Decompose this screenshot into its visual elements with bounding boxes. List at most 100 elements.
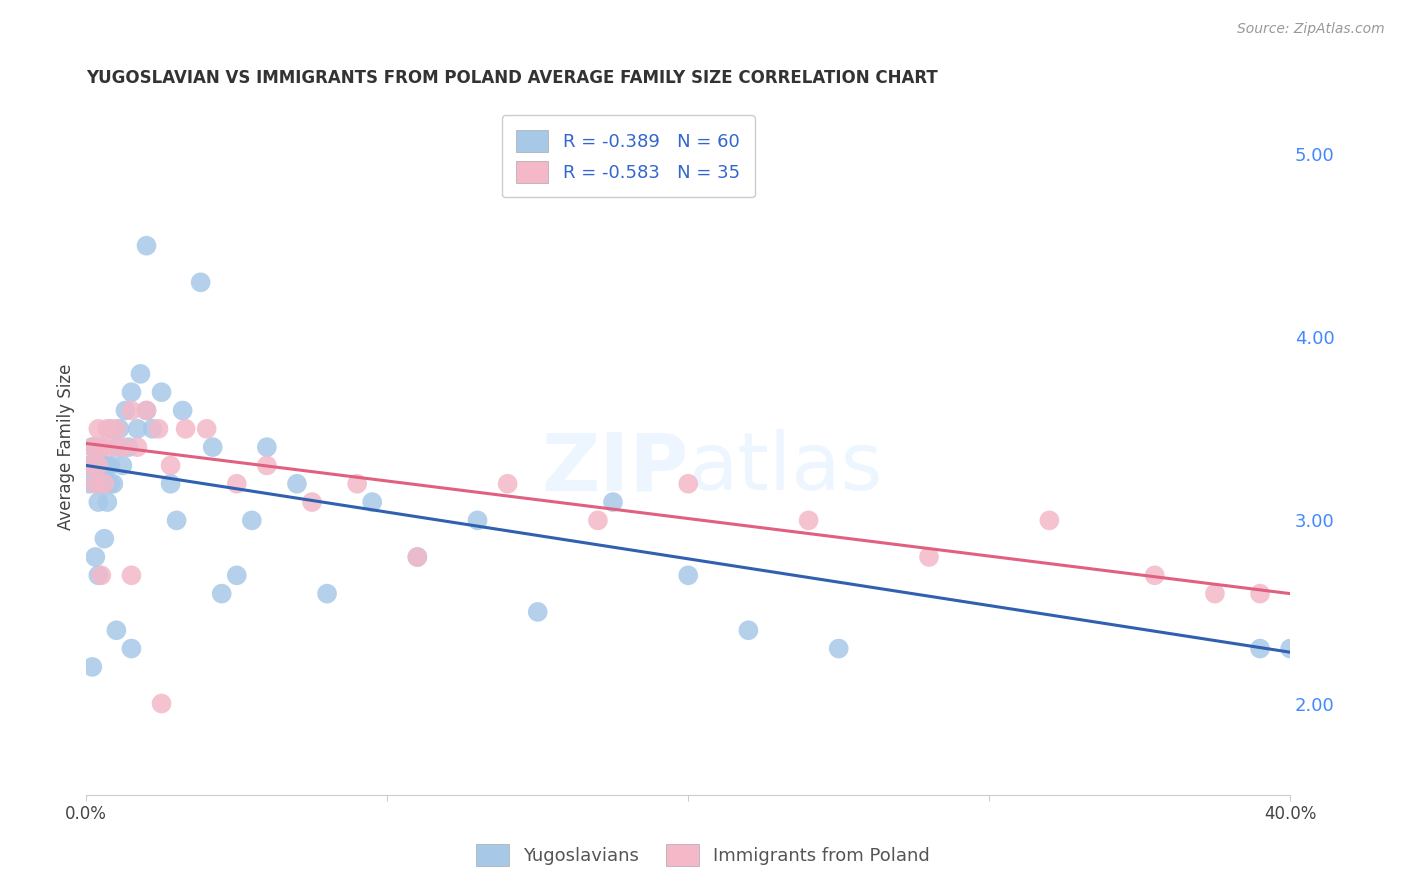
Point bbox=[93, 532, 115, 546]
Point bbox=[406, 549, 429, 564]
Point bbox=[1204, 586, 1226, 600]
Point bbox=[361, 495, 384, 509]
Point bbox=[82, 458, 104, 473]
Point bbox=[96, 495, 118, 509]
Point bbox=[225, 476, 247, 491]
Point bbox=[82, 440, 104, 454]
Point bbox=[918, 549, 941, 564]
Point bbox=[120, 385, 142, 400]
Point bbox=[174, 422, 197, 436]
Point bbox=[135, 403, 157, 417]
Point bbox=[120, 568, 142, 582]
Point bbox=[1038, 513, 1060, 527]
Point bbox=[190, 275, 212, 289]
Point bbox=[108, 422, 131, 436]
Point bbox=[87, 422, 110, 436]
Point bbox=[87, 568, 110, 582]
Point bbox=[98, 458, 121, 473]
Text: YUGOSLAVIAN VS IMMIGRANTS FROM POLAND AVERAGE FAMILY SIZE CORRELATION CHART: YUGOSLAVIAN VS IMMIGRANTS FROM POLAND AV… bbox=[86, 69, 938, 87]
Point bbox=[127, 422, 149, 436]
Point bbox=[676, 568, 699, 582]
Point bbox=[129, 367, 152, 381]
Point bbox=[98, 440, 121, 454]
Point bbox=[201, 440, 224, 454]
Point bbox=[676, 476, 699, 491]
Point bbox=[586, 513, 609, 527]
Point bbox=[1249, 586, 1271, 600]
Point bbox=[79, 458, 101, 473]
Point bbox=[496, 476, 519, 491]
Point bbox=[737, 624, 759, 638]
Point bbox=[159, 458, 181, 473]
Legend: R = -0.389   N = 60, R = -0.583   N = 35: R = -0.389 N = 60, R = -0.583 N = 35 bbox=[502, 115, 755, 197]
Point bbox=[1143, 568, 1166, 582]
Point bbox=[90, 458, 112, 473]
Point bbox=[285, 476, 308, 491]
Point bbox=[159, 476, 181, 491]
Point bbox=[111, 458, 134, 473]
Point bbox=[82, 440, 104, 454]
Point bbox=[84, 549, 107, 564]
Point bbox=[105, 440, 128, 454]
Point bbox=[150, 697, 173, 711]
Point bbox=[526, 605, 548, 619]
Point bbox=[103, 476, 125, 491]
Point bbox=[82, 660, 104, 674]
Point bbox=[111, 440, 134, 454]
Point bbox=[120, 403, 142, 417]
Point bbox=[98, 422, 121, 436]
Point bbox=[120, 641, 142, 656]
Point bbox=[114, 403, 136, 417]
Text: atlas: atlas bbox=[688, 429, 883, 507]
Point bbox=[195, 422, 218, 436]
Point bbox=[117, 440, 139, 454]
Point bbox=[105, 624, 128, 638]
Point bbox=[602, 495, 624, 509]
Point bbox=[135, 238, 157, 252]
Point bbox=[93, 476, 115, 491]
Point bbox=[84, 476, 107, 491]
Point bbox=[240, 513, 263, 527]
Point bbox=[96, 458, 118, 473]
Point bbox=[93, 476, 115, 491]
Point bbox=[96, 422, 118, 436]
Point bbox=[211, 586, 233, 600]
Point bbox=[1249, 641, 1271, 656]
Point bbox=[84, 458, 107, 473]
Text: Source: ZipAtlas.com: Source: ZipAtlas.com bbox=[1237, 22, 1385, 37]
Legend: Yugoslavians, Immigrants from Poland: Yugoslavians, Immigrants from Poland bbox=[464, 831, 942, 879]
Point bbox=[797, 513, 820, 527]
Point bbox=[93, 458, 115, 473]
Point bbox=[172, 403, 194, 417]
Point bbox=[84, 440, 107, 454]
Point bbox=[84, 476, 107, 491]
Point bbox=[828, 641, 851, 656]
Point bbox=[166, 513, 188, 527]
Point bbox=[346, 476, 368, 491]
Point bbox=[98, 476, 121, 491]
Point bbox=[406, 549, 429, 564]
Point bbox=[316, 586, 339, 600]
Point bbox=[301, 495, 323, 509]
Point bbox=[87, 458, 110, 473]
Point bbox=[135, 403, 157, 417]
Point bbox=[79, 476, 101, 491]
Point bbox=[467, 513, 489, 527]
Point bbox=[148, 422, 170, 436]
Point bbox=[90, 476, 112, 491]
Point bbox=[87, 476, 110, 491]
Point bbox=[256, 458, 278, 473]
Text: ZIP: ZIP bbox=[541, 429, 688, 507]
Point bbox=[87, 458, 110, 473]
Point bbox=[90, 440, 112, 454]
Point bbox=[90, 568, 112, 582]
Point bbox=[87, 495, 110, 509]
Point bbox=[1279, 641, 1302, 656]
Point bbox=[150, 385, 173, 400]
Point bbox=[141, 422, 163, 436]
Y-axis label: Average Family Size: Average Family Size bbox=[58, 364, 75, 531]
Point bbox=[79, 458, 101, 473]
Point bbox=[127, 440, 149, 454]
Point bbox=[225, 568, 247, 582]
Point bbox=[90, 440, 112, 454]
